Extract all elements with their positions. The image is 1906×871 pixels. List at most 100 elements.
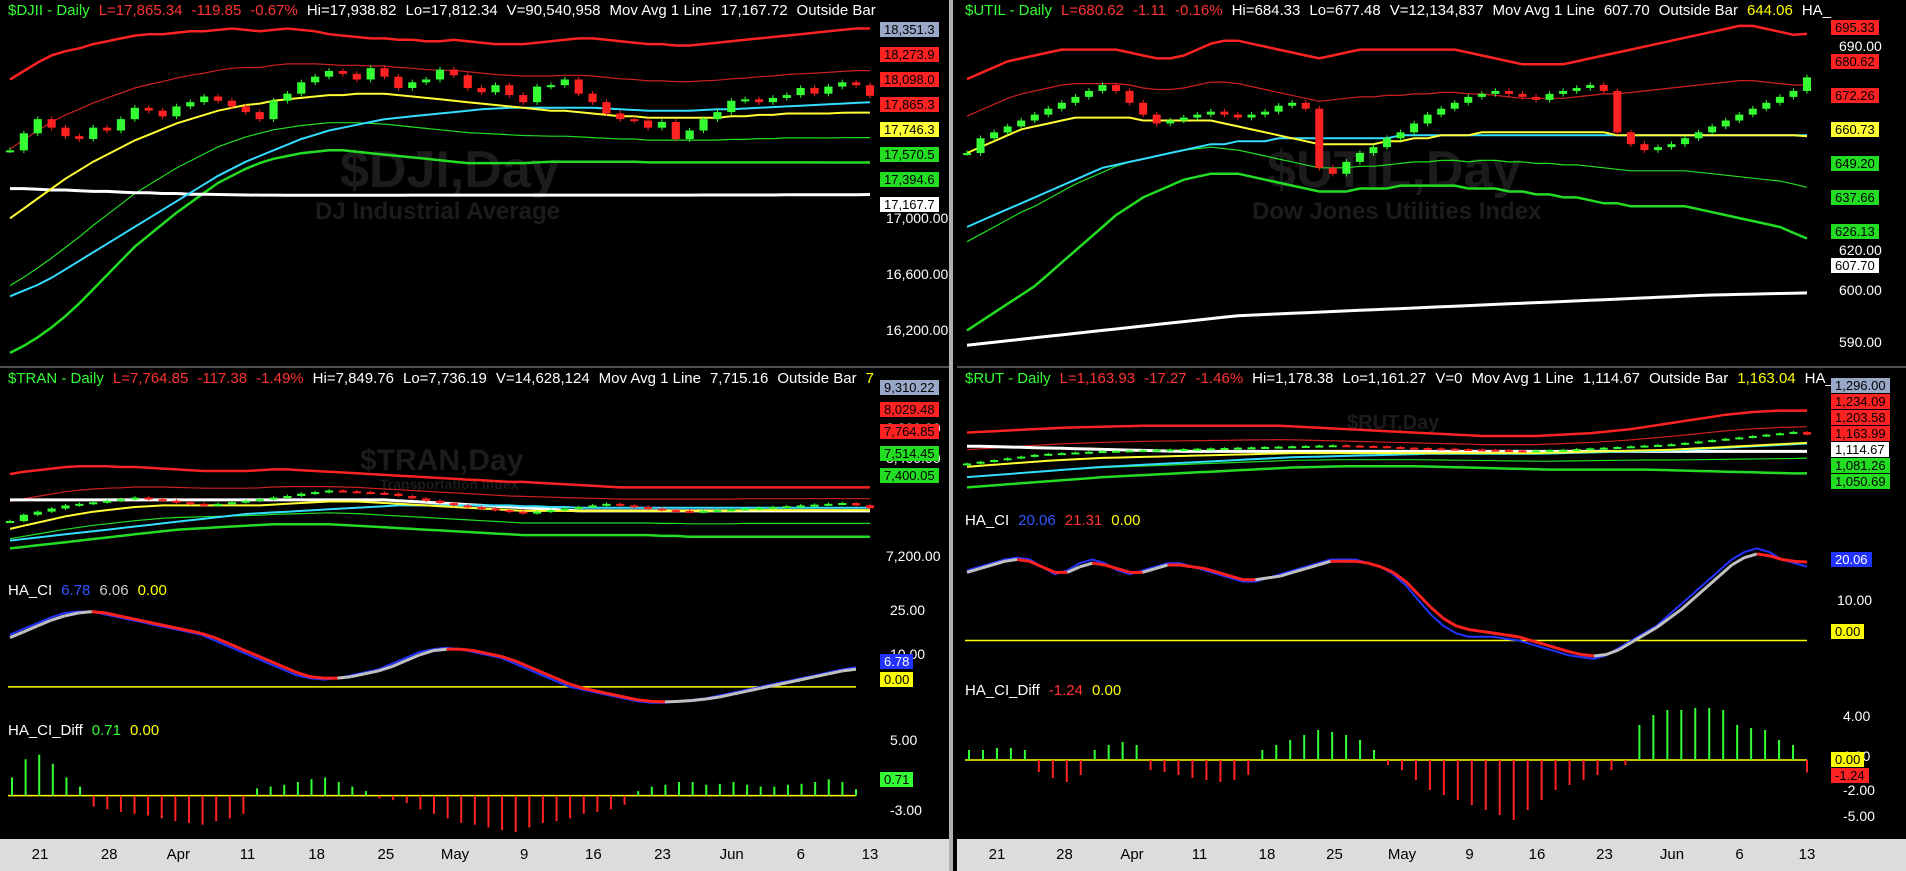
ha-ci-signal-segment (1442, 617, 1457, 628)
header-field: Outside Bar (1649, 370, 1729, 387)
candle-body (1206, 111, 1215, 115)
candle-body (1803, 77, 1811, 91)
date-tick-label: 16 (584, 846, 602, 863)
ha-ci-signal-segment (1317, 559, 1332, 567)
candle-body (1342, 445, 1351, 448)
candle-body (1748, 108, 1757, 115)
candle-body (491, 85, 500, 93)
ha-ci-signal-segment (1179, 563, 1193, 569)
ha-ci-diff-header-left: HA_CI_Diff 0.71 0.00 (8, 722, 168, 739)
rut-price-pane[interactable]: $RUT,Day $RUT - Daily L=1,163.93 -17.27 -1.… (957, 368, 1906, 510)
candle-body (990, 460, 999, 462)
header-field: V=12,134,837 (1389, 2, 1484, 19)
candle-body (685, 510, 694, 513)
ha-ci-diff-pane-left[interactable]: HA_CI_Diff 0.71 0.00 5.00 -3.00 0.71 (0, 720, 949, 839)
ha-ci-header-left: HA_CI 6.78 6.06 0.00 (8, 582, 176, 599)
candle-body (1071, 96, 1080, 103)
dji-candlestick-chart (5, 27, 875, 355)
date-tick-label: 13 (861, 846, 879, 863)
header-field: -1.24 (1048, 682, 1083, 699)
ha-ci-signal-segment (1355, 559, 1369, 565)
candle-body (283, 496, 292, 498)
dji-price-pane[interactable]: $DJI,Day DJ Industrial Average $DJII - D… (0, 0, 949, 366)
date-tick-label: 25 (377, 846, 395, 863)
value-tag: 0.00 (1831, 624, 1865, 639)
candle-body (505, 510, 514, 513)
header-field: 6.06 (99, 582, 129, 599)
candle-body (1139, 102, 1148, 115)
header-field: 6.78 (61, 582, 91, 599)
date-axis-left[interactable]: 21 28 Apr 11 18 25 May 9 16 23 Jun 6 13 (0, 839, 949, 871)
candle-body (89, 127, 98, 139)
ha-ci-signal-segment (364, 669, 379, 676)
header-field: HA_ (1801, 2, 1832, 19)
candle-body (1193, 448, 1202, 451)
tran-candlestick-chart (5, 465, 875, 550)
value-tag: 7,514.45 (880, 446, 939, 461)
candle-body (1532, 450, 1541, 453)
ha-ci-signal-segment (432, 647, 447, 653)
candle-body (1762, 102, 1771, 109)
candle-body (61, 127, 70, 137)
yellow-moving-average-line (9, 500, 870, 530)
rut-header: $RUT - Daily L=1,163.93 -17.27 -1.46% Hi=1,1… (965, 370, 1843, 387)
pane-divider[interactable] (957, 366, 1906, 368)
ha-ci-signal-segment (50, 614, 66, 622)
candle-body (1545, 93, 1554, 100)
candle-body (144, 497, 153, 500)
header-field: -0.16% (1175, 2, 1223, 19)
ha-ci-signal-segment (487, 652, 502, 658)
ha-ci-signal-segment (1104, 563, 1118, 571)
ha-ci-signal-segment (310, 675, 324, 680)
candle-body (366, 492, 375, 495)
ha-ci-signal-segment (1480, 629, 1494, 635)
candle-body (699, 119, 708, 131)
value-tag: 1,203.58 (1831, 410, 1890, 425)
value-tag: 17,865.3 (880, 97, 939, 112)
value-tag: 626.13 (1831, 224, 1879, 239)
candle-body (616, 503, 625, 506)
candle-body (1626, 446, 1635, 449)
ha-ci-signal-segment (350, 672, 366, 679)
candle-body (741, 508, 750, 511)
pane-divider[interactable] (0, 366, 949, 368)
candle-body (33, 511, 42, 515)
yellow-moving-average-line (966, 441, 1808, 468)
ha-ci-signal-segment (746, 686, 761, 693)
candle-body (1708, 126, 1717, 133)
candle-body (1423, 448, 1432, 450)
axis-tick-label: 25.00 (890, 602, 926, 618)
candle-body (394, 76, 403, 88)
candle-body (1193, 114, 1202, 118)
header-field: 0.00 (137, 582, 167, 599)
ha-ci-signal-segment (1255, 576, 1269, 582)
axis-tick-label: 590.00 (1839, 334, 1882, 350)
header-field: -0.67% (250, 2, 298, 19)
header-field: HA_CI (8, 582, 53, 599)
ha-ci-signal-segment (1518, 635, 1532, 642)
ha-ci-signal-segment (1555, 646, 1570, 654)
candle-body (1369, 147, 1378, 154)
candle-body (1139, 450, 1148, 453)
ha-ci-diff-pane-right[interactable]: HA_CI_Diff-1.240.00 4.001.00-2.00-5.00 0… (957, 680, 1906, 839)
candle-body (144, 107, 153, 111)
dji-header: $DJII - Daily L=17,865.34 -119.85 -0.67% Hi=… (8, 2, 885, 19)
candle-body (1653, 444, 1662, 447)
tran-price-pane[interactable]: $TRAN,Day Transportation Index $TRAN - D… (0, 368, 949, 580)
ha-ci-signal-segment (596, 689, 611, 696)
ha-ci-pane-right[interactable]: HA_CI 20.06 21.31 0.00 10.00 20.06 0.00 (957, 510, 1906, 680)
date-axis-right[interactable]: 21 28 Apr 11 18 25 May 9 16 23 Jun 6 13 (957, 839, 1906, 871)
candle-body (643, 506, 653, 509)
candle-body (1559, 90, 1568, 94)
candle-body (1694, 441, 1703, 444)
header-field: Outside Bar (796, 2, 876, 19)
lower-bollinger-band (966, 172, 1808, 332)
candle-body (1003, 458, 1012, 461)
ha-ci-signal-segment (582, 686, 598, 693)
ha-ci-signal-segment (732, 689, 748, 696)
util-price-pane[interactable]: $UTIL,Day Dow Jones Utilities Index $UTI… (957, 0, 1906, 366)
candle-body (227, 100, 237, 107)
ha-ci-diff-histogram-left (8, 754, 857, 832)
candle-body (546, 85, 556, 88)
